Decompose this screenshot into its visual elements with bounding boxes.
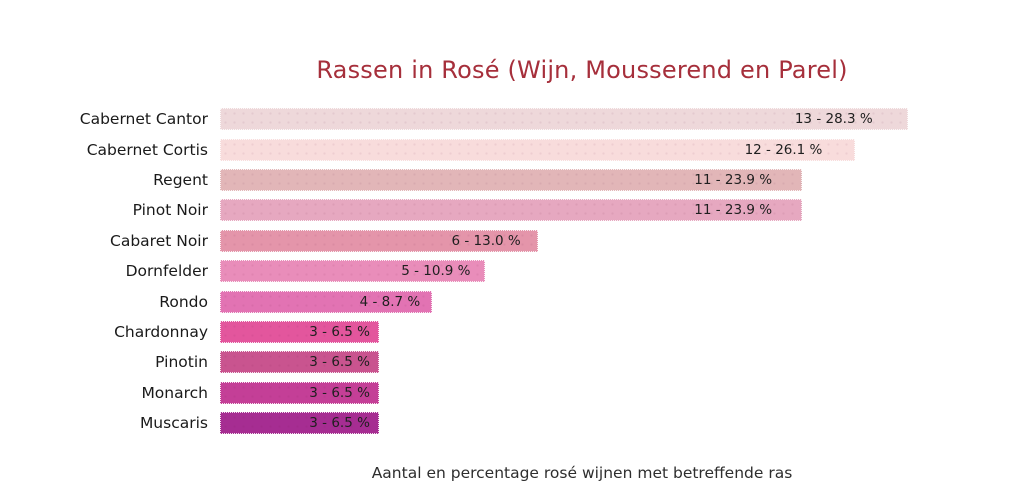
chart-row: Chardonnay 3 - 6.5 % bbox=[0, 317, 1024, 347]
chart-row: Monarch 3 - 6.5 % bbox=[0, 378, 1024, 408]
category-label: Rondo bbox=[159, 292, 208, 311]
chart-row: Cabernet Cortis 12 - 26.1 % bbox=[0, 134, 1024, 164]
bar: 3 - 6.5 % bbox=[220, 412, 379, 435]
bar: 6 - 13.0 % bbox=[220, 229, 538, 252]
bar: 12 - 26.1 % bbox=[220, 138, 856, 161]
category-label: Regent bbox=[153, 171, 208, 190]
category-label: Cabernet Cortis bbox=[86, 140, 208, 159]
category-label: Cabaret Noir bbox=[110, 231, 208, 250]
chart-row: Cabaret Noir 6 - 13.0 % bbox=[0, 226, 1024, 256]
bar-value-label: 6 - 13.0 % bbox=[451, 232, 521, 249]
bar-value-label: 4 - 8.7 % bbox=[359, 293, 421, 310]
category-label: Cabernet Cantor bbox=[79, 110, 208, 129]
bar: 5 - 10.9 % bbox=[220, 260, 485, 283]
category-label: Pinot Noir bbox=[132, 201, 208, 220]
chart-row: Regent 11 - 23.9 % bbox=[0, 165, 1024, 195]
bar-value-label: 3 - 6.5 % bbox=[309, 415, 370, 432]
chart-row: Pinotin 3 - 6.5 % bbox=[0, 347, 1024, 377]
category-label: Dornfelder bbox=[125, 262, 208, 281]
bar-value-label: 13 - 28.3 % bbox=[794, 111, 873, 128]
category-label: Monarch bbox=[141, 383, 208, 402]
bar: 11 - 23.9 % bbox=[220, 169, 803, 192]
bar: 3 - 6.5 % bbox=[220, 351, 379, 374]
category-label: Chardonnay bbox=[114, 323, 208, 342]
bar-value-label: 3 - 6.5 % bbox=[309, 354, 370, 371]
bar-value-label: 11 - 23.9 % bbox=[694, 172, 773, 189]
chart-row: Pinot Noir 11 - 23.9 % bbox=[0, 195, 1024, 225]
bar-value-label: 12 - 26.1 % bbox=[744, 141, 823, 158]
bar: 3 - 6.5 % bbox=[220, 381, 379, 404]
chart-title: Rassen in Rosé (Wijn, Mousserend en Pare… bbox=[316, 56, 848, 84]
bar-value-label: 5 - 10.9 % bbox=[401, 263, 471, 280]
category-label: Muscaris bbox=[139, 414, 208, 433]
bar: 11 - 23.9 % bbox=[220, 199, 803, 222]
category-label: Pinotin bbox=[155, 353, 208, 372]
bar: 3 - 6.5 % bbox=[220, 321, 379, 344]
chart-row: Cabernet Cantor 13 - 28.3 % bbox=[0, 104, 1024, 134]
chart-row: Dornfelder 5 - 10.9 % bbox=[0, 256, 1024, 286]
chart-row: Rondo 4 - 8.7 % bbox=[0, 286, 1024, 316]
bar-value-label: 11 - 23.9 % bbox=[694, 202, 773, 219]
chart-row: Muscaris 3 - 6.5 % bbox=[0, 408, 1024, 438]
chart-caption: Aantal en percentage rosé wijnen met bet… bbox=[371, 464, 793, 482]
bar-value-label: 3 - 6.5 % bbox=[309, 384, 370, 401]
bar-value-label: 3 - 6.5 % bbox=[309, 324, 370, 341]
chart-rows: Cabernet Cantor 13 - 28.3 % Cabernet Corti… bbox=[0, 104, 1024, 438]
bar: 4 - 8.7 % bbox=[220, 290, 432, 313]
bar: 13 - 28.3 % bbox=[220, 108, 908, 131]
